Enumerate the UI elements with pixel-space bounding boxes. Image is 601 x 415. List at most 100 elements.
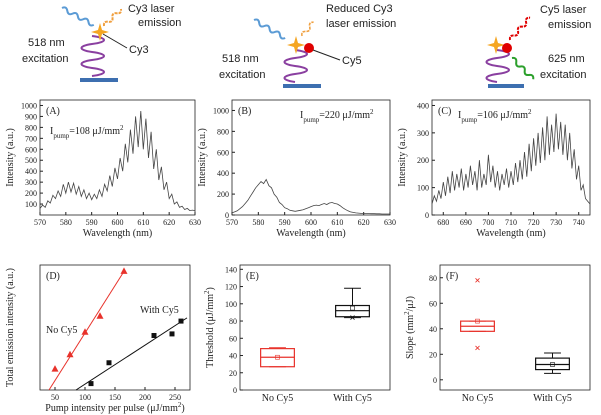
mean — [475, 318, 480, 324]
emission-wave — [508, 16, 531, 41]
y-tick-label: 400 — [417, 101, 429, 110]
x-axis-label: Wavelength (nm) — [476, 228, 545, 239]
annotation-part: =220 μJ/mm — [319, 110, 370, 121]
y-tick-label: 1000 — [213, 106, 229, 115]
x-tick-label: No Cy5 — [262, 393, 293, 404]
panel-label: (D) — [46, 271, 60, 282]
x-axis-label: Pump intensity per pulse (μJ/mm2) — [45, 401, 184, 414]
x-tick-label: 620 — [358, 218, 370, 227]
emission-label: emission — [548, 19, 591, 31]
y-tick-label: 700 — [25, 134, 37, 143]
excitation-label: 625 nm — [548, 53, 585, 65]
point — [120, 267, 128, 274]
pointer — [312, 49, 341, 61]
surface — [80, 78, 118, 82]
point — [178, 318, 184, 324]
x-tick-label: 610 — [331, 218, 343, 227]
spectrum-line — [431, 113, 591, 205]
y-tick-label: 60 — [429, 299, 437, 308]
excitation-label: excitation — [540, 69, 586, 81]
panel-label: (C) — [438, 106, 451, 117]
annotation-part: =106 μJ/mm — [477, 110, 528, 121]
y-tick-label: 1000 — [21, 101, 37, 110]
x-tick-label: 250 — [169, 393, 181, 402]
y-tick-label: 100 — [225, 300, 237, 309]
surface — [283, 84, 321, 88]
x-axis-label-sup: 2 — [178, 401, 182, 409]
plot-frame — [239, 264, 391, 391]
schematics: Cy3 laser emission 518 nm excitation Cy3… — [22, 3, 591, 88]
y-axis-label: Threshold (μJ/mm2) — [203, 287, 216, 368]
cy3-star — [287, 36, 305, 54]
y-tick-label: 800 — [25, 123, 37, 132]
mean — [350, 305, 355, 311]
y-tick-label: 200 — [25, 189, 37, 198]
point — [169, 331, 175, 337]
y-axis-label-part: /μJ) — [405, 296, 416, 311]
x-tick-label: 150 — [109, 393, 121, 402]
panel-label: (F) — [446, 271, 458, 282]
y-tick-label: 600 — [217, 148, 229, 157]
y-tick-label: 0 — [233, 386, 237, 395]
x-tick-label: With Cy5 — [533, 393, 572, 404]
panel-label: (A) — [46, 106, 60, 117]
mean — [550, 362, 555, 367]
emission-wave — [301, 21, 314, 37]
x-tick-label: 570 — [226, 218, 238, 227]
x-tick-label: 710 — [505, 218, 517, 227]
annotation-sub: pump — [53, 132, 69, 140]
emission-label: Reduced Cy3 — [326, 3, 393, 15]
excitation-wave — [511, 56, 535, 80]
annotation: Ipump=108 μJ/mm2 — [50, 124, 124, 140]
x-axis-label-part: ) — [181, 403, 184, 414]
dna — [283, 49, 308, 83]
y-tick-label: 40 — [229, 352, 237, 361]
plot-frame — [39, 99, 196, 216]
y-tick-label: 500 — [25, 156, 37, 165]
annotation-part: I — [458, 110, 461, 121]
x-tick-label: 610 — [137, 218, 149, 227]
y-tick-label: 400 — [217, 169, 229, 178]
dye-label: Cy5 — [342, 55, 362, 67]
y-tick-label: 200 — [217, 190, 229, 199]
y-axis-label-sup: 2 — [203, 290, 211, 294]
annotation: Ipump=220 μJ/mm2 — [300, 108, 374, 124]
x-tick-label: With Cy5 — [333, 393, 372, 404]
y-tick-label: 800 — [217, 127, 229, 136]
outlier — [475, 345, 480, 351]
emission-label: laser emission — [326, 18, 396, 30]
panel-label: (E) — [246, 271, 259, 282]
annotation-sub: pump — [303, 116, 319, 124]
x-tick-label: 630 — [384, 218, 396, 227]
x-tick-label: 50 — [51, 393, 59, 402]
x-tick-label: 740 — [573, 218, 585, 227]
y-tick-label: 300 — [417, 129, 429, 138]
spectrum-line — [39, 110, 196, 212]
outlier — [475, 278, 480, 283]
cy3-star — [91, 23, 109, 41]
annotation-sub: pump — [461, 116, 477, 124]
point — [96, 312, 104, 319]
y-tick-label: 0 — [225, 211, 229, 220]
dna — [80, 35, 105, 77]
y-axis-label-sup: 2 — [403, 311, 411, 315]
y-axis-label-part: Slope (mm — [405, 315, 416, 359]
x-tick-label: 600 — [305, 218, 317, 227]
y-tick-label: 200 — [417, 156, 429, 165]
panel-label: (B) — [238, 106, 251, 117]
point — [88, 381, 94, 387]
point — [66, 350, 74, 358]
x-tick-label: 730 — [550, 218, 562, 227]
x-tick-label: 590 — [279, 218, 291, 227]
excitation-label: excitation — [219, 69, 265, 81]
excitation-wave — [253, 18, 286, 40]
excitation-label: excitation — [22, 53, 68, 65]
cy3-star — [487, 36, 505, 54]
emission-label: Cy3 laser — [128, 3, 175, 15]
y-tick-label: 20 — [229, 369, 237, 378]
spectrum-line — [231, 178, 390, 215]
y-tick-label: 80 — [229, 317, 237, 326]
point — [51, 365, 59, 372]
annotation-sup: 2 — [528, 108, 532, 116]
fit-line — [75, 317, 188, 391]
